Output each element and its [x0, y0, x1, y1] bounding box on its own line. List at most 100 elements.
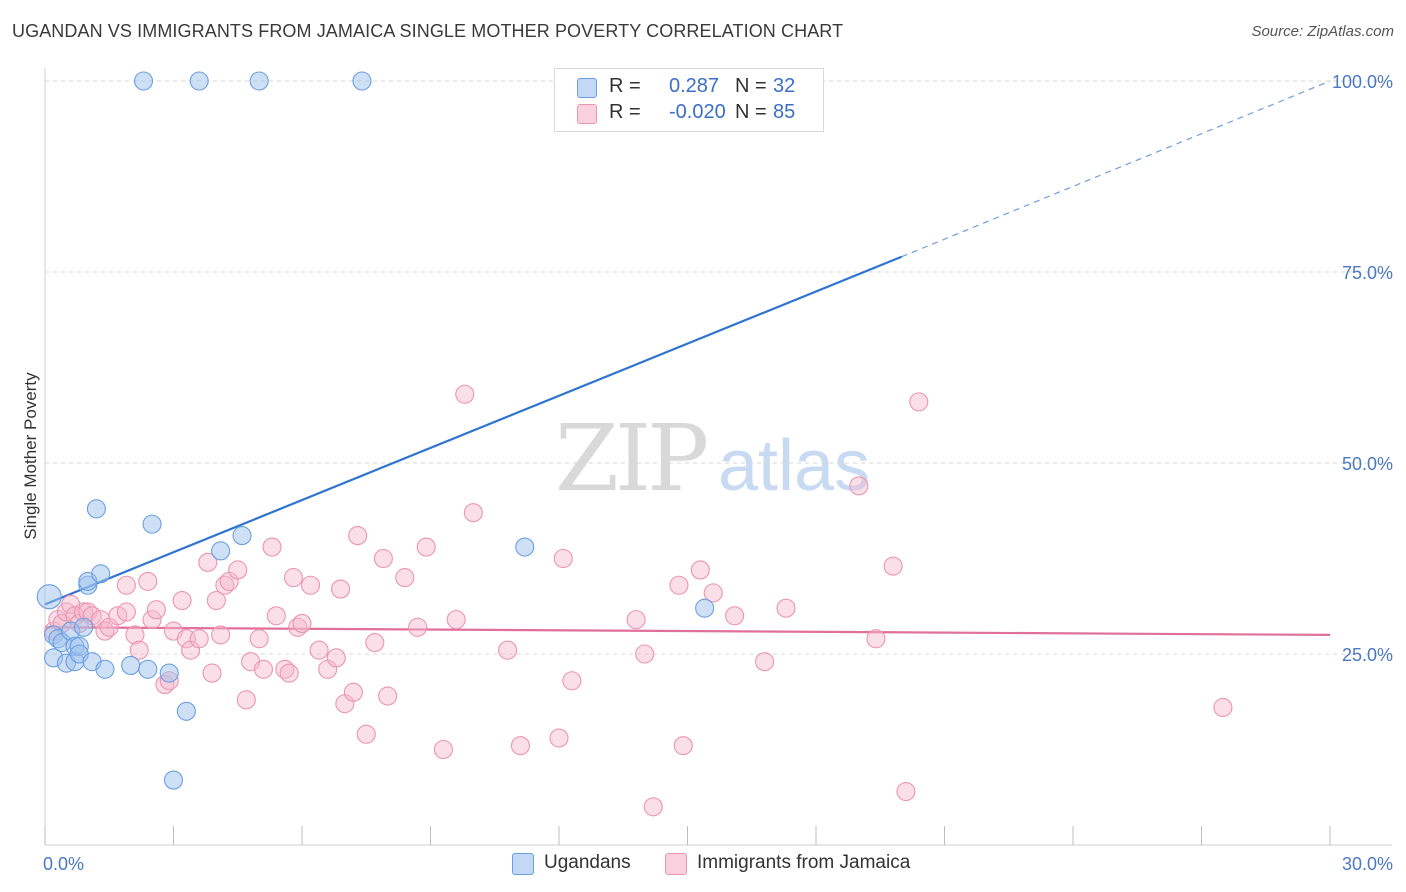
bottom-legend-swatch-blue	[512, 853, 534, 875]
bottom-legend-label: Immigrants from Jamaica	[697, 852, 911, 873]
point-jamaica	[146, 600, 166, 620]
x-tick-label: 0.0%	[43, 854, 84, 874]
point-jamaica	[626, 610, 646, 630]
point-ugandans	[95, 659, 115, 679]
point-jamaica	[283, 568, 303, 588]
grid	[45, 80, 1392, 655]
y-axis-label: Single Mother Poverty	[21, 372, 40, 540]
point-jamaica	[373, 548, 393, 569]
point-ugandans	[74, 617, 94, 637]
point-jamaica	[301, 575, 321, 595]
point-jamaica	[643, 797, 663, 817]
point-jamaica	[249, 629, 269, 649]
tick-labels: 25.0% 50.0% 75.0% 100.0% 0.0% 30.0%	[43, 72, 1393, 874]
point-jamaica	[262, 537, 282, 557]
point-jamaica	[228, 560, 248, 580]
legend-n-label: N =	[735, 75, 767, 97]
point-jamaica	[206, 590, 226, 611]
x-tick-label: 30.0%	[1342, 854, 1393, 874]
trend-line-ugandans	[44, 255, 903, 606]
point-ugandans	[138, 659, 158, 679]
legend-r-value: 0.287	[669, 75, 720, 97]
point-jamaica	[266, 606, 286, 626]
point-ugandans	[189, 71, 209, 91]
point-jamaica	[116, 575, 136, 595]
legend-r-label: R =	[609, 75, 641, 97]
point-jamaica	[690, 560, 710, 580]
legend-n-value: 85	[773, 101, 796, 123]
point-jamaica	[343, 682, 363, 702]
point-ugandans	[695, 598, 715, 618]
point-jamaica	[755, 652, 775, 672]
point-jamaica	[129, 640, 149, 660]
trend-lines	[44, 80, 1331, 637]
chart-title: UGANDAN VS IMMIGRANTS FROM JAMAICA SINGL…	[12, 21, 844, 41]
point-jamaica	[635, 644, 655, 664]
point-jamaica	[395, 568, 415, 588]
point-ugandans	[176, 701, 196, 721]
point-jamaica	[356, 724, 376, 744]
point-jamaica	[669, 575, 689, 595]
point-jamaica	[202, 663, 222, 683]
data-points	[36, 71, 1233, 817]
trend-line-jamaica	[44, 626, 1331, 637]
legend-r-label: R =	[609, 101, 641, 123]
point-ugandans	[91, 564, 111, 584]
legend-n-label: N =	[735, 101, 767, 123]
y-tick-label: 25.0%	[1342, 645, 1393, 665]
point-jamaica	[446, 610, 466, 630]
axes	[44, 68, 1392, 846]
point-ugandans	[232, 526, 252, 546]
point-jamaica	[172, 590, 192, 611]
point-jamaica	[1213, 697, 1233, 718]
point-jamaica	[866, 629, 886, 649]
point-jamaica	[776, 598, 796, 618]
watermark: ZIP atlas	[555, 405, 870, 512]
point-jamaica	[553, 548, 573, 569]
point-jamaica	[236, 690, 256, 710]
point-jamaica	[510, 736, 531, 756]
point-jamaica	[408, 617, 428, 637]
point-jamaica	[348, 526, 368, 546]
bottom-legend-label: Ugandans	[544, 852, 631, 873]
point-ugandans	[352, 71, 372, 91]
point-jamaica	[292, 613, 312, 633]
point-jamaica	[125, 625, 145, 645]
y-tick-label: 50.0%	[1342, 454, 1393, 474]
point-jamaica	[909, 392, 929, 412]
legend-r-value: -0.020	[669, 101, 726, 123]
point-jamaica	[138, 571, 158, 591]
point-jamaica	[253, 659, 274, 679]
point-jamaica	[309, 640, 329, 660]
point-jamaica	[549, 728, 569, 748]
point-jamaica	[455, 384, 475, 404]
point-jamaica	[116, 602, 136, 622]
point-jamaica	[279, 663, 299, 683]
point-jamaica	[849, 476, 869, 496]
point-jamaica	[463, 503, 483, 523]
point-ugandans	[133, 71, 154, 91]
point-jamaica	[896, 781, 916, 802]
point-jamaica	[142, 610, 162, 630]
point-ugandans	[142, 514, 162, 534]
point-jamaica	[378, 686, 398, 706]
watermark-atlas: atlas	[718, 426, 870, 506]
point-jamaica	[416, 537, 436, 557]
point-jamaica	[330, 579, 351, 599]
legend-swatch-pink	[577, 104, 597, 124]
point-jamaica	[498, 640, 518, 660]
bottom-legend-swatch-pink	[665, 853, 687, 875]
y-tick-label: 100.0%	[1332, 72, 1393, 92]
legend-swatch-blue	[577, 78, 597, 98]
point-jamaica	[189, 629, 209, 649]
point-jamaica	[198, 552, 218, 572]
point-jamaica	[703, 583, 723, 603]
legend: R = 0.287 N = 32 R = -0.020 N = 85	[554, 68, 824, 132]
point-ugandans	[211, 541, 231, 561]
point-ugandans	[163, 770, 184, 790]
trend-extension-ugandans	[901, 80, 1331, 258]
point-jamaica	[883, 556, 903, 576]
watermark-zip: ZIP	[555, 405, 706, 512]
point-jamaica	[326, 648, 346, 668]
